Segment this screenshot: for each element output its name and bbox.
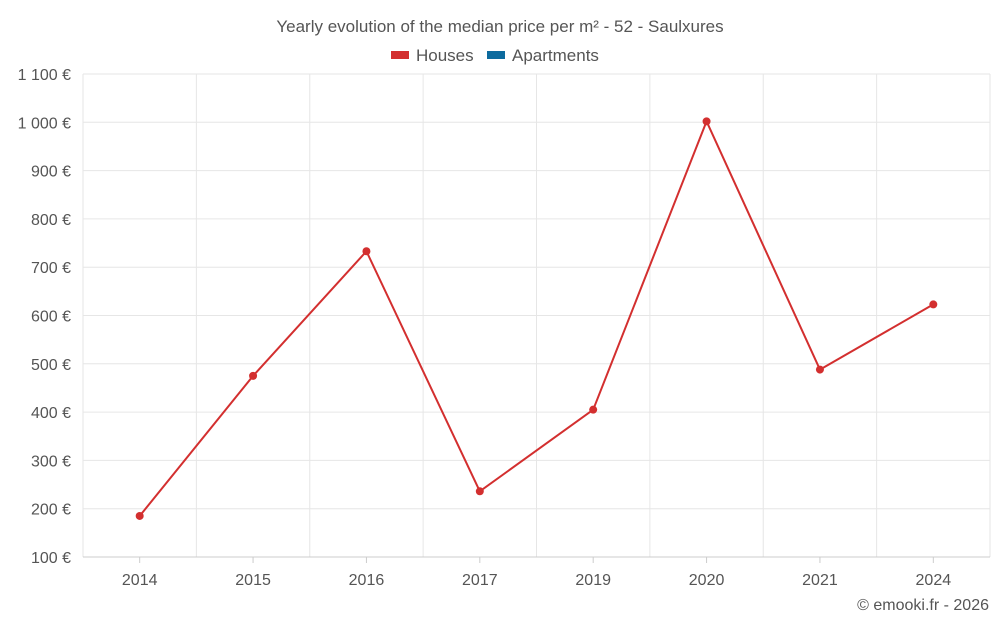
x-tick-label: 2016 <box>349 572 385 589</box>
y-tick-label: 100 € <box>31 550 71 567</box>
y-tick-label: 700 € <box>31 260 71 277</box>
legend-label-houses: Houses <box>416 46 474 65</box>
y-tick-label: 600 € <box>31 309 71 326</box>
legend-swatch-houses <box>391 51 409 59</box>
y-tick-label: 800 € <box>31 212 71 229</box>
legend-swatch-apartments <box>487 51 505 59</box>
grid <box>82 73 991 557</box>
series-houses <box>135 117 938 520</box>
data-point-houses[interactable] <box>929 300 938 309</box>
x-tick-label: 2017 <box>462 572 498 589</box>
legend-item-apartments[interactable]: Apartments <box>487 46 599 65</box>
data-point-houses[interactable] <box>475 487 484 496</box>
x-tick-label: 2019 <box>575 572 611 589</box>
legend-label-apartments: Apartments <box>512 46 599 65</box>
data-point-houses[interactable] <box>815 365 824 374</box>
x-tick-label: 2021 <box>802 572 838 589</box>
chart-title: Yearly evolution of the median price per… <box>276 17 723 36</box>
y-axis: 100 € 200 € 300 € 400 € 500 € 600 € 700 € 800 €… <box>18 67 71 567</box>
x-tick-label: 2015 <box>235 572 271 589</box>
data-point-houses[interactable] <box>249 371 258 380</box>
x-tick-label: 2024 <box>916 572 952 589</box>
y-tick-label: 900 € <box>31 164 71 181</box>
x-tick-label: 2020 <box>689 572 725 589</box>
legend: Houses Apartments <box>391 46 599 65</box>
data-point-houses[interactable] <box>362 247 371 256</box>
legend-item-houses[interactable]: Houses <box>391 46 474 65</box>
y-tick-label: 500 € <box>31 357 71 374</box>
series-line-houses <box>138 120 934 517</box>
y-tick-label: 300 € <box>31 453 71 470</box>
y-tick-label: 1 000 € <box>18 115 71 132</box>
y-tick-label: 200 € <box>31 502 71 519</box>
data-point-houses[interactable] <box>135 511 144 520</box>
y-tick-label: 1 100 € <box>18 67 71 84</box>
x-tick-label: 2014 <box>122 572 158 589</box>
credit: © emooki.fr - 2026 <box>857 597 989 614</box>
x-axis: 2014 2015 2016 2017 2019 2020 2021 2024 <box>83 556 990 589</box>
y-tick-label: 400 € <box>31 405 71 422</box>
data-point-houses[interactable] <box>589 405 598 414</box>
data-point-houses[interactable] <box>702 117 711 126</box>
